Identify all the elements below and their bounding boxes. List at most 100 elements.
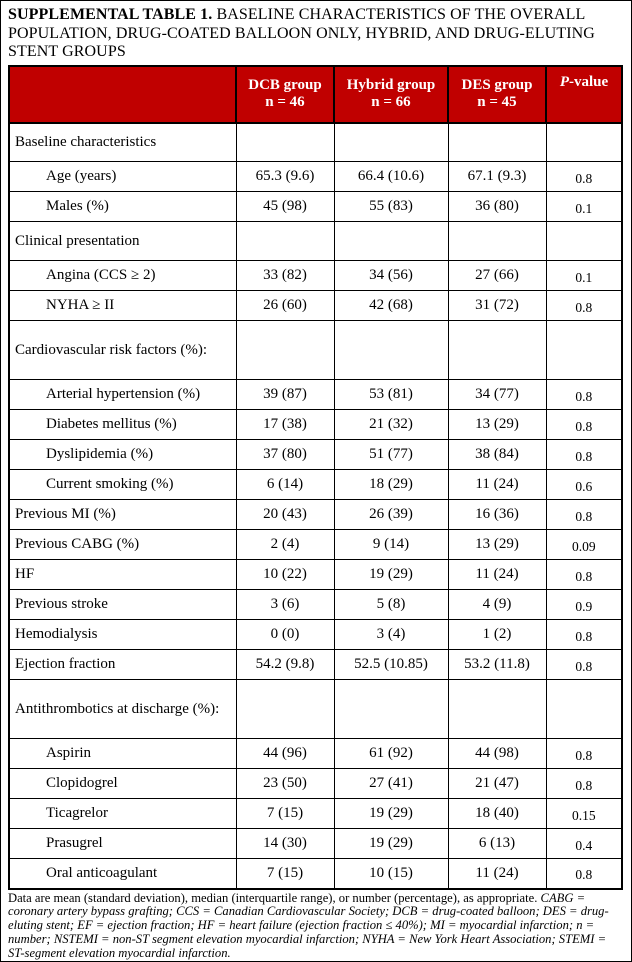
hybrid-value: 26 (39) <box>333 499 449 530</box>
des-value <box>447 320 547 380</box>
des-value: 6 (13) <box>447 828 547 859</box>
dcb-value: 26 (60) <box>235 290 335 321</box>
dcb-value <box>235 122 335 162</box>
dcb-value: 10 (22) <box>235 559 335 590</box>
table-row: Ejection fraction 54.2 (9.8) 52.5 (10.85… <box>8 649 623 680</box>
table-row: NYHA ≥ II 26 (60) 42 (68) 31 (72) 0.8 <box>8 290 623 321</box>
dcb-value <box>235 221 335 261</box>
group-n: n = 45 <box>477 94 517 110</box>
des-value: 11 (24) <box>447 469 547 500</box>
table-title-text: BASELINE CHARACTERISTICS OF THE OVERALL … <box>8 6 595 60</box>
dcb-value: 33 (82) <box>235 260 335 291</box>
group-n: n = 66 <box>371 94 411 110</box>
row-label: Baseline characteristics <box>8 122 237 162</box>
table-row: Previous MI (%) 20 (43) 26 (39) 16 (36) … <box>8 499 623 530</box>
table-row: Age (years) 65.3 (9.6) 66.4 (10.6) 67.1 … <box>8 161 623 192</box>
dcb-value: 3 (6) <box>235 589 335 620</box>
row-label: HF <box>8 559 237 590</box>
header-des-group: DES group n = 45 <box>447 64 547 124</box>
dcb-value: 45 (98) <box>235 191 335 222</box>
table-row: Baseline characteristics <box>8 122 623 162</box>
header-dcb-group: DCB group n = 46 <box>235 64 335 124</box>
hybrid-value: 34 (56) <box>333 260 449 291</box>
hybrid-value: 19 (29) <box>333 828 449 859</box>
dcb-value: 2 (4) <box>235 529 335 560</box>
table-title-number: SUPPLEMENTAL TABLE 1. <box>8 6 213 23</box>
dcb-value: 14 (30) <box>235 828 335 859</box>
hybrid-value: 9 (14) <box>333 529 449 560</box>
hybrid-value <box>333 679 449 739</box>
row-label: Clopidogrel <box>8 768 237 799</box>
row-p-value: 0.8 <box>545 161 623 192</box>
row-label: Previous stroke <box>8 589 237 620</box>
table-row: Current smoking (%) 6 (14) 18 (29) 11 (2… <box>8 469 623 500</box>
row-label: Ticagrelor <box>8 798 237 829</box>
table-row: Clopidogrel 23 (50) 27 (41) 21 (47) 0.8 <box>8 768 623 799</box>
table-row: Dyslipidemia (%) 37 (80) 51 (77) 38 (84)… <box>8 439 623 470</box>
des-value: 27 (66) <box>447 260 547 291</box>
hybrid-value: 53 (81) <box>333 379 449 410</box>
table-row: Hemodialysis 0 (0) 3 (4) 1 (2) 0.8 <box>8 619 623 650</box>
row-label: Clinical presentation <box>8 221 237 261</box>
row-p-value: 0.8 <box>545 768 623 799</box>
dcb-value: 44 (96) <box>235 738 335 769</box>
hybrid-value <box>333 320 449 380</box>
table-row: Cardiovascular risk factors (%): <box>8 320 623 380</box>
des-value: 53.2 (11.8) <box>447 649 547 680</box>
row-p-value: 0.9 <box>545 589 623 620</box>
hybrid-value: 19 (29) <box>333 798 449 829</box>
baseline-characteristics-table: DCB group n = 46 Hybrid group n = 66 DES… <box>8 64 623 890</box>
row-p-value <box>545 122 623 162</box>
dcb-value: 6 (14) <box>235 469 335 500</box>
row-label: Previous CABG (%) <box>8 529 237 560</box>
hybrid-value: 61 (92) <box>333 738 449 769</box>
row-p-value: 0.8 <box>545 649 623 680</box>
dcb-value: 7 (15) <box>235 798 335 829</box>
dcb-value: 17 (38) <box>235 409 335 440</box>
row-label: Ejection fraction <box>8 649 237 680</box>
hybrid-value <box>333 122 449 162</box>
table-title: SUPPLEMENTAL TABLE 1. BASELINE CHARACTER… <box>8 6 626 62</box>
group-name: DCB group <box>248 77 322 93</box>
des-value <box>447 221 547 261</box>
table-row: Antithrombotics at discharge (%): <box>8 679 623 739</box>
table-row: Oral anticoagulant 7 (15) 10 (15) 11 (24… <box>8 858 623 889</box>
p-value-suffix: -value <box>569 73 609 90</box>
des-value: 31 (72) <box>447 290 547 321</box>
row-label: Prasugrel <box>8 828 237 859</box>
row-p-value: 0.6 <box>545 469 623 500</box>
header-p-value: P-value <box>545 64 623 124</box>
des-value <box>447 122 547 162</box>
header-empty-cell <box>8 64 237 124</box>
row-label: Current smoking (%) <box>8 469 237 500</box>
hybrid-value: 66.4 (10.6) <box>333 161 449 192</box>
row-p-value: 0.8 <box>545 619 623 650</box>
table-row: Previous stroke 3 (6) 5 (8) 4 (9) 0.9 <box>8 589 623 620</box>
table-row: Males (%) 45 (98) 55 (83) 36 (80) 0.1 <box>8 191 623 222</box>
row-p-value: 0.1 <box>545 191 623 222</box>
des-value: 4 (9) <box>447 589 547 620</box>
des-value: 34 (77) <box>447 379 547 410</box>
row-p-value <box>545 221 623 261</box>
dcb-value: 20 (43) <box>235 499 335 530</box>
row-p-value: 0.8 <box>545 409 623 440</box>
des-value: 11 (24) <box>447 559 547 590</box>
dcb-value: 37 (80) <box>235 439 335 470</box>
row-p-value <box>545 679 623 739</box>
footnote-abbreviations: CABG = coronary artery bypass grafting; … <box>8 890 609 960</box>
table-row: Ticagrelor 7 (15) 19 (29) 18 (40) 0.15 <box>8 798 623 829</box>
row-p-value: 0.4 <box>545 828 623 859</box>
table-row: Diabetes mellitus (%) 17 (38) 21 (32) 13… <box>8 409 623 440</box>
dcb-value: 65.3 (9.6) <box>235 161 335 192</box>
hybrid-value: 51 (77) <box>333 439 449 470</box>
des-value: 36 (80) <box>447 191 547 222</box>
hybrid-value: 42 (68) <box>333 290 449 321</box>
hybrid-value: 55 (83) <box>333 191 449 222</box>
hybrid-value: 19 (29) <box>333 559 449 590</box>
des-value: 21 (47) <box>447 768 547 799</box>
des-value: 16 (36) <box>447 499 547 530</box>
row-label: Oral anticoagulant <box>8 858 237 889</box>
des-value <box>447 679 547 739</box>
hybrid-value: 21 (32) <box>333 409 449 440</box>
